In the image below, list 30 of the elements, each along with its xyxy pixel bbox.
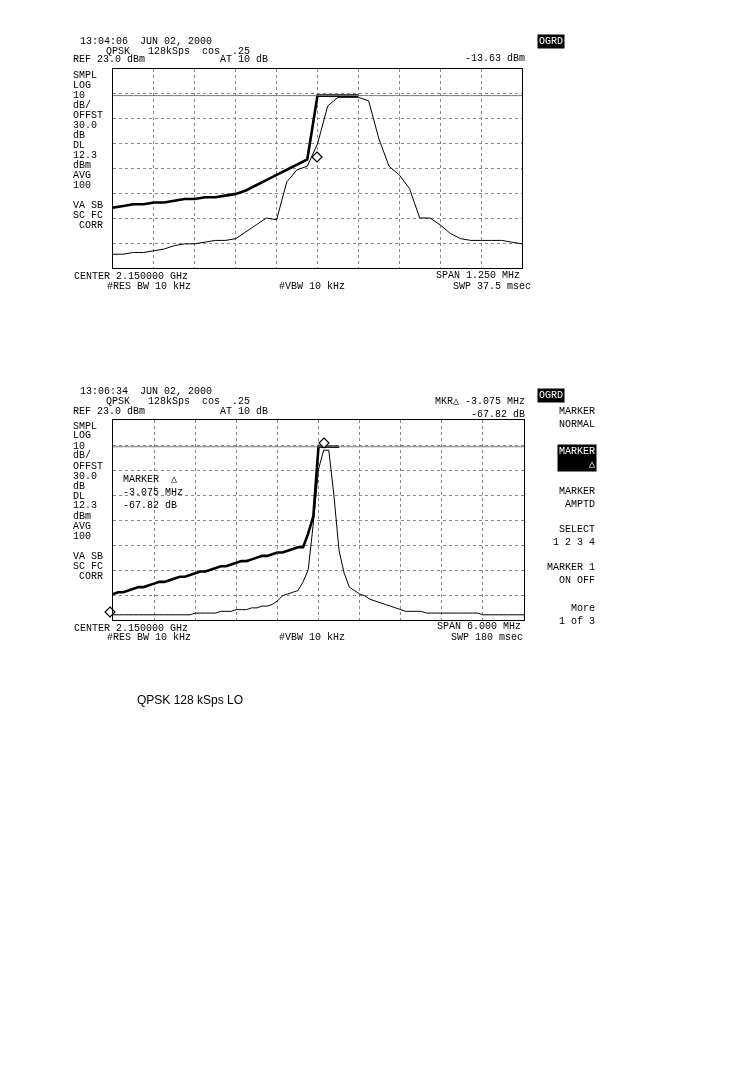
text: CENTER 2.150000 GHz (74, 271, 189, 282)
text: MARKER NORMAL (559, 406, 596, 430)
text: #RES BW 10 kHz (107, 632, 192, 643)
text: MKR△ -3.075 MHz -67.82 dB (435, 396, 526, 420)
annotation: MARKER △ -3.075 MHz -67.82 dB (123, 474, 184, 511)
text: QPSK 128kSps cos .25 (106, 396, 251, 407)
text: 13:04:06 JUN 02, 2000 (80, 36, 213, 47)
text: 13:06:34 JUN 02, 2000 (80, 386, 213, 397)
text: SWP 180 msec (451, 632, 524, 643)
text: AT 10 dB (220, 54, 269, 65)
text: SPAN 6.000 MHz (437, 621, 522, 632)
text: MARKER △ (559, 446, 596, 470)
text: More 1 of 3 (559, 603, 596, 627)
text: QPSK 128 kSps LO (137, 693, 244, 707)
text: -13.63 dBm (465, 53, 526, 64)
text: SWP 37.5 msec (453, 281, 532, 292)
text: OGRD (539, 36, 564, 47)
text: OGRD (539, 390, 564, 401)
text: #VBW 10 kHz (279, 632, 346, 643)
text: SMPL LOG 10 dB/ OFFST 30.0 dB DL 12.3 dBm AVG 100 VA SB SC FC CORR (73, 421, 104, 582)
text: SPAN 1.250 MHz (436, 270, 521, 281)
text: #VBW 10 kHz (279, 281, 346, 292)
text: MARKER 1 ON OFF (547, 562, 596, 586)
text: REF 23.0 dBm (73, 406, 146, 417)
text: SMPL LOG 10 dB/ OFFST 30.0 dB DL 12.3 dBm AVG 100 VA SB SC FC CORR (73, 70, 104, 231)
text: SELECT 1 2 3 4 (553, 524, 596, 548)
text: MARKER AMPTD (559, 486, 596, 510)
text: AT 10 dB (220, 406, 269, 417)
text: #RES BW 10 kHz (107, 281, 192, 292)
text: CENTER 2.150000 GHz (74, 623, 189, 634)
